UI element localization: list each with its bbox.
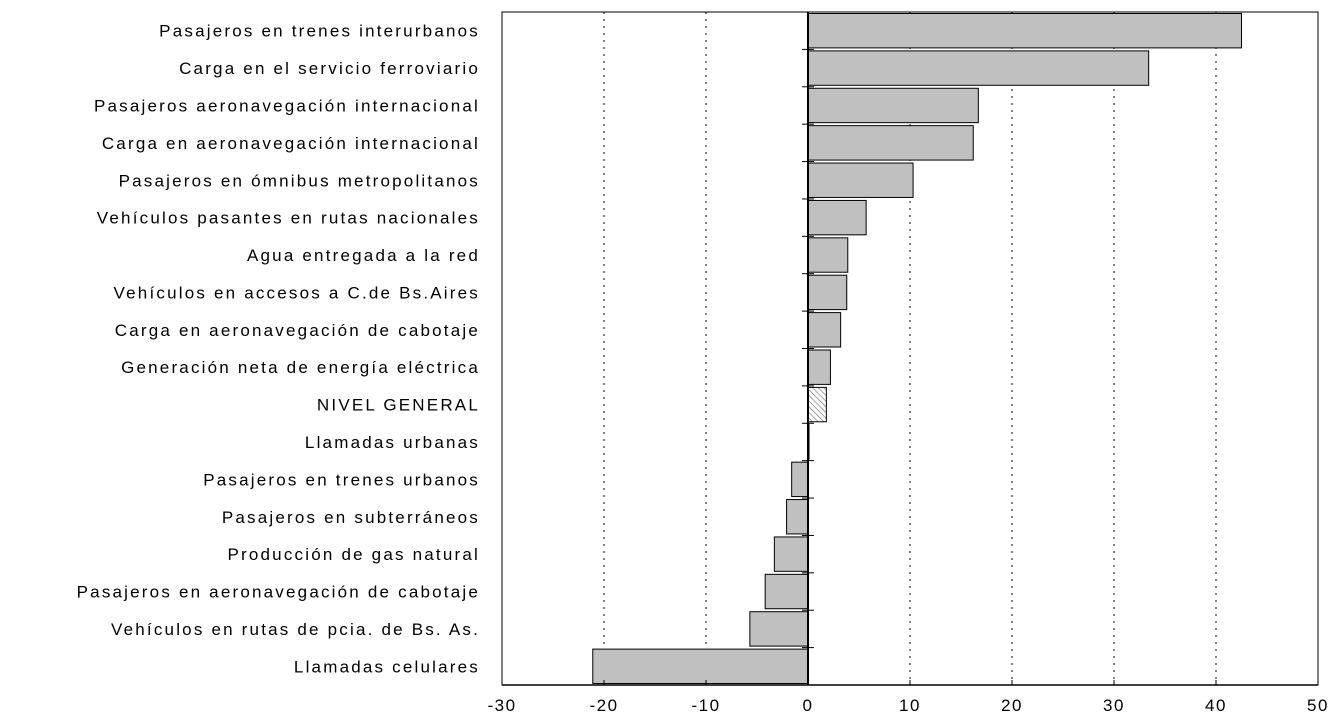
axes bbox=[501, 11, 1319, 686]
bar bbox=[807, 237, 849, 273]
category-label: Producción de gas natural bbox=[227, 545, 480, 564]
x-tick-label: 50 bbox=[1307, 696, 1329, 715]
category-label: Vehículos en accesos a C.de Bs.Aires bbox=[114, 283, 480, 302]
x-tick-label: 40 bbox=[1205, 696, 1227, 715]
x-tick-label: -10 bbox=[691, 696, 720, 715]
grid-lines bbox=[603, 12, 1217, 685]
category-label: Carga en el servicio ferroviario bbox=[179, 59, 480, 78]
bar bbox=[807, 199, 867, 236]
category-label: Pasajeros en trenes interurbanos bbox=[159, 22, 480, 41]
category-label: Agua entregada a la red bbox=[247, 246, 480, 265]
bar bbox=[807, 87, 979, 124]
category-label: Pasajeros en trenes urbanos bbox=[203, 470, 480, 489]
category-label: Vehículos en rutas de pcia. de Bs. As. bbox=[111, 620, 480, 639]
bar bbox=[807, 349, 831, 385]
bar bbox=[807, 50, 1150, 86]
bar bbox=[807, 125, 974, 161]
category-labels: Pasajeros en trenes interurbanos Carga en… bbox=[77, 22, 480, 677]
x-tick-labels: -30 -20 -10 0 10 20 30 40 50 bbox=[487, 696, 1329, 715]
category-label: Pasajeros aeronavegación internacional bbox=[94, 96, 480, 115]
bars bbox=[592, 12, 1242, 685]
category-label: Carga en aeronavegación de cabotaje bbox=[115, 321, 480, 340]
category-label: Pasajeros en aeronavegación de cabotaje bbox=[77, 583, 480, 602]
category-label: Vehículos pasantes en rutas nacionales bbox=[97, 209, 480, 228]
x-tick-label: -20 bbox=[589, 696, 618, 715]
bar bbox=[807, 312, 842, 348]
bar bbox=[592, 648, 809, 685]
x-tick-label: 30 bbox=[1103, 696, 1125, 715]
bar bbox=[749, 611, 809, 647]
bar bbox=[764, 573, 809, 610]
bar bbox=[807, 162, 914, 198]
category-label: Generación neta de energía eléctrica bbox=[121, 358, 480, 377]
bar bbox=[786, 499, 809, 535]
category-label: Llamadas celulares bbox=[294, 657, 480, 676]
bar bbox=[791, 461, 809, 498]
bar bbox=[807, 12, 1242, 49]
bar-highlight bbox=[807, 386, 827, 423]
x-tick-label: 0 bbox=[803, 696, 814, 715]
category-label: Pasajeros en ómnibus metropolitanos bbox=[119, 171, 480, 190]
x-tick-label: 20 bbox=[1001, 696, 1023, 715]
category-label: Pasajeros en subterráneos bbox=[222, 508, 480, 527]
category-label: Llamadas urbanas bbox=[305, 433, 480, 452]
category-label: NIVEL GENERAL bbox=[317, 396, 480, 415]
category-label: Carga en aeronavegación internacional bbox=[102, 134, 480, 153]
x-tick-label: 10 bbox=[899, 696, 921, 715]
x-tick-label: -30 bbox=[487, 696, 516, 715]
bar bbox=[807, 274, 848, 311]
bar bbox=[773, 536, 809, 572]
